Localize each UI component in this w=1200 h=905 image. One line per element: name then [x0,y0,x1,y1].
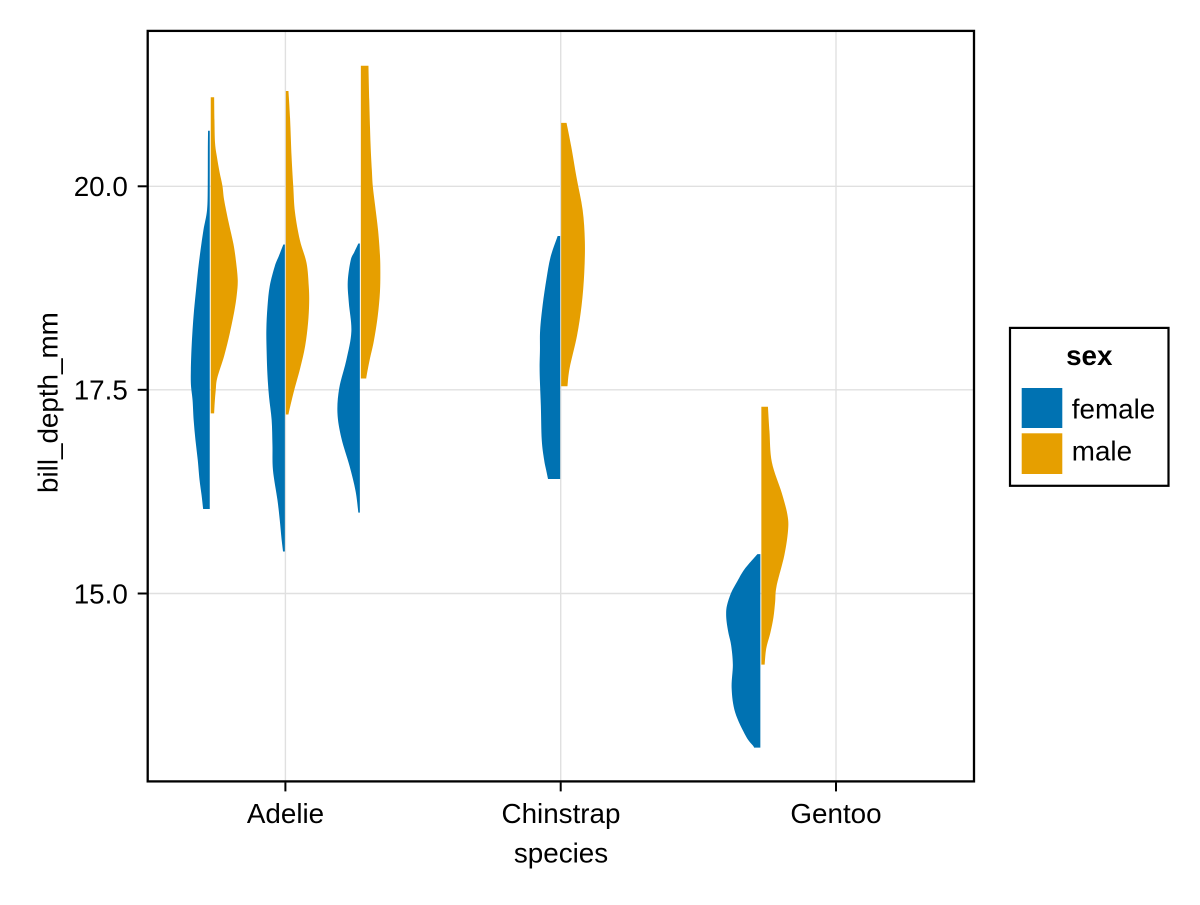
svg-text:female: female [1072,393,1155,424]
svg-text:Gentoo: Gentoo [790,798,881,829]
svg-text:15.0: 15.0 [74,578,128,609]
svg-text:Adelie: Adelie [247,798,324,829]
svg-text:bill_depth_mm: bill_depth_mm [33,312,64,493]
svg-text:Chinstrap: Chinstrap [502,798,621,829]
svg-text:20.0: 20.0 [74,171,128,202]
svg-text:17.5: 17.5 [74,375,128,406]
svg-text:male: male [1072,436,1132,467]
svg-text:species: species [514,838,608,869]
svg-text:sex: sex [1066,340,1113,371]
